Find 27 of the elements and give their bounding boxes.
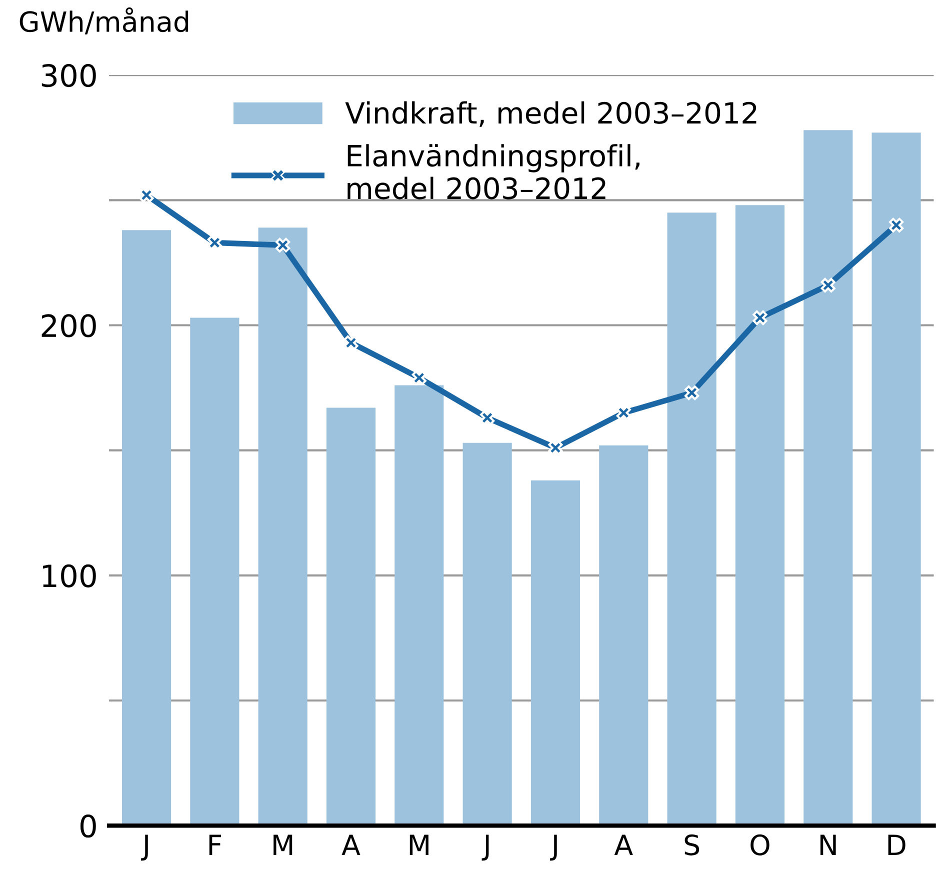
x-tick-label: A: [342, 834, 360, 856]
x-tick-label: F: [209, 834, 222, 856]
point: [344, 335, 358, 350]
x-tick-label: M: [274, 834, 292, 856]
x-tick-label: O: [750, 834, 770, 856]
x-tick-label: A: [614, 834, 633, 856]
y-axis-title: GWh/månad: [20, 7, 188, 34]
x-tick-label: S: [684, 834, 700, 856]
x-tick-label: N: [820, 834, 836, 856]
point: [888, 218, 904, 232]
y-tick-label: 300: [42, 64, 96, 88]
point: [412, 370, 426, 386]
point: [480, 410, 495, 426]
x-tick-label: J: [550, 834, 557, 861]
point: [752, 310, 768, 326]
x-tick-label: J: [482, 834, 489, 861]
x-tick-label: D: [888, 834, 906, 856]
point: [684, 385, 700, 400]
y-tick-label: 100: [42, 564, 96, 588]
y-tick-label: 0: [80, 814, 96, 838]
point: [820, 278, 836, 293]
x-tick-label: J: [140, 834, 148, 861]
x-tick-label: M: [410, 834, 428, 856]
y-tick-label: 200: [42, 314, 96, 338]
legend-label: Vindkraft, medel 2003–2012: [345, 101, 756, 127]
point: [276, 238, 290, 252]
legend-label: Elanvändningsprofil, medel 2003–2012: [348, 144, 640, 200]
